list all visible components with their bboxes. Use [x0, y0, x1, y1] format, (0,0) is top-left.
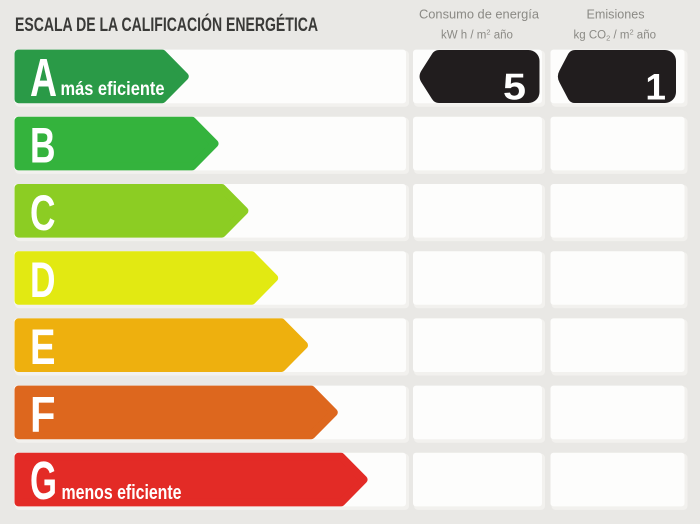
svg-text:menos eficiente: menos eficiente	[62, 482, 182, 504]
svg-text:1: 1	[645, 67, 666, 108]
svg-text:5: 5	[503, 67, 526, 108]
svg-text:F: F	[30, 386, 56, 442]
svg-text:B: B	[30, 118, 56, 174]
svg-text:A: A	[30, 48, 57, 108]
svg-text:kg CO2 / m2 año: kg CO2 / m2 año	[574, 28, 657, 43]
svg-text:Consumo de energía: Consumo de energía	[419, 7, 540, 22]
svg-text:ESCALA DE LA CALIFICACIÓN ENER: ESCALA DE LA CALIFICACIÓN ENERGÉTICA	[15, 12, 318, 36]
svg-text:Emisiones: Emisiones	[587, 7, 645, 22]
svg-text:D: D	[30, 252, 56, 308]
svg-text:kW h / m2 año: kW h / m2 año	[441, 28, 513, 42]
svg-text:C: C	[30, 185, 56, 241]
svg-text:más eficiente: más eficiente	[61, 79, 165, 100]
svg-text:G: G	[30, 451, 57, 511]
svg-text:E: E	[30, 319, 56, 375]
